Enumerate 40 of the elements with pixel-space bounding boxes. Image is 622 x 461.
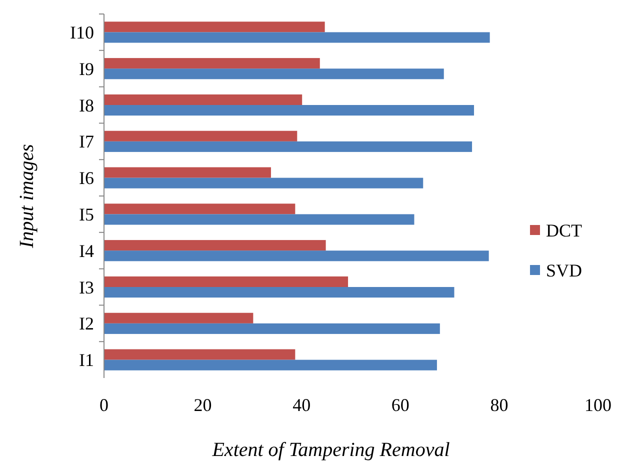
bar <box>104 240 326 251</box>
bar <box>104 312 254 324</box>
x-axis-title: Extent of Tampering Removal <box>211 439 450 461</box>
bar <box>104 68 444 80</box>
bar <box>104 58 320 69</box>
y-tick-label: I6 <box>79 168 94 188</box>
x-tick-label: 80 <box>490 395 508 415</box>
y-tick-label: I9 <box>79 58 94 79</box>
x-tick-label: 40 <box>292 395 311 415</box>
legend-label: SVD <box>546 260 582 280</box>
bar <box>104 360 437 370</box>
y-axis-title: Input images <box>16 144 38 249</box>
bar <box>104 130 298 142</box>
bar <box>104 178 424 188</box>
y-tick-label: I8 <box>79 95 94 116</box>
bar <box>104 250 489 262</box>
bar <box>104 287 454 298</box>
bar <box>104 167 271 178</box>
bar <box>104 32 490 43</box>
x-tick-label: 60 <box>391 395 410 415</box>
legend-label: DCT <box>546 220 582 240</box>
bar <box>104 349 296 360</box>
y-tick-label: I5 <box>79 204 94 224</box>
y-tick-label: I10 <box>70 22 94 42</box>
bar <box>104 105 474 116</box>
y-tick-label: I1 <box>79 350 94 370</box>
bar <box>104 141 472 152</box>
bar <box>104 276 348 287</box>
bar <box>104 323 440 334</box>
y-tick-label: I3 <box>79 277 94 298</box>
x-tick-label: 100 <box>584 395 612 415</box>
y-tick-label: I2 <box>79 314 94 334</box>
x-tick-label: 20 <box>194 395 212 415</box>
bar <box>104 204 296 214</box>
x-tick-label: 0 <box>100 395 108 415</box>
bar <box>104 94 302 105</box>
y-tick-label: I7 <box>79 132 94 152</box>
bar <box>104 22 325 32</box>
bar <box>104 214 414 225</box>
y-tick-label: I4 <box>79 240 94 261</box>
